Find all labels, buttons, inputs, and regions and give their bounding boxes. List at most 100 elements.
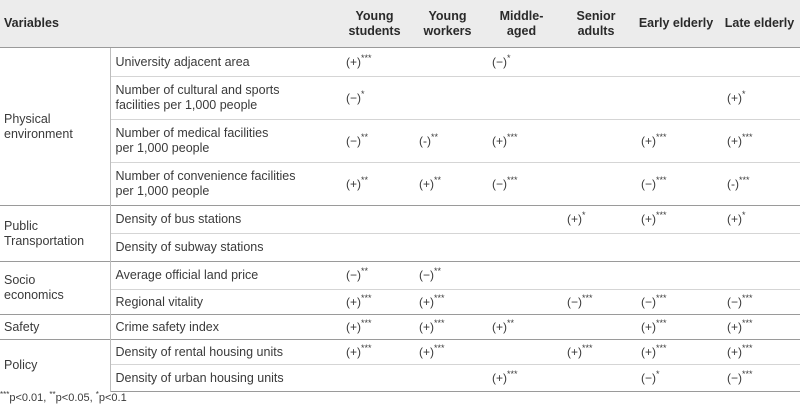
significance-stars: *** xyxy=(656,131,667,142)
variable-name: Density of subway stations xyxy=(110,233,338,262)
coefficient-cell xyxy=(411,205,484,234)
coefficient-sign: (+) xyxy=(346,344,361,359)
table-row: Density of urban housing units (+)*** (−)*… xyxy=(0,364,800,392)
significance-stars: ** xyxy=(434,174,442,185)
coefficient-cell: (−)*** xyxy=(719,289,800,315)
coefficient-sign: (+) xyxy=(346,294,361,309)
category-socio-economics: Socio economics xyxy=(0,261,111,315)
variable-name: Crime safety index xyxy=(110,314,338,340)
coefficient-cell: (−)* xyxy=(338,76,411,120)
coefficient-cell xyxy=(633,233,719,262)
coefficient-sign: (−) xyxy=(727,370,742,385)
significance-stars: *** xyxy=(361,342,372,353)
coefficient-sign: (-) xyxy=(419,133,431,148)
significance-stars: ** xyxy=(361,174,369,185)
coefficient-sign: (−) xyxy=(641,176,656,191)
coefficient-sign: (+) xyxy=(492,319,507,334)
significance-stars: * xyxy=(656,368,660,379)
coefficient-sign: (+) xyxy=(727,212,742,226)
coefficient-sign: (+) xyxy=(641,319,656,334)
coefficient-cell xyxy=(559,364,633,392)
significance-stars: * xyxy=(361,88,365,99)
table-row: Public Transportation Density of bus stat… xyxy=(0,205,800,262)
coefficient-sign: (+) xyxy=(492,370,507,385)
significance-stars: * xyxy=(507,52,511,63)
coefficient-cell: (+)*** xyxy=(484,364,559,392)
coefficient-sign: (−) xyxy=(492,176,507,191)
significance-stars: *** xyxy=(742,131,753,142)
significance-stars: ** xyxy=(361,266,369,276)
category-physical-environment: Physical environment xyxy=(0,47,111,206)
coefficient-cell: (+)*** xyxy=(338,339,411,365)
significance-stars: *** xyxy=(434,342,445,353)
coefficient-cell: (+)*** xyxy=(338,48,411,77)
significance-stars: ** xyxy=(361,131,369,142)
significance-stars: *** xyxy=(656,317,667,328)
significance-stars: *** xyxy=(582,292,593,303)
significance-stars: *** xyxy=(434,292,445,303)
coefficient-cell xyxy=(338,364,411,392)
note-stars: ** xyxy=(49,390,56,399)
significance-stars: *** xyxy=(742,292,753,303)
coefficient-cell xyxy=(559,233,633,262)
coefficient-sign: (−) xyxy=(727,294,742,309)
table-row: Physical environment University adjacent … xyxy=(0,47,800,206)
coefficient-sign: (−) xyxy=(346,268,361,282)
coefficient-sign: (+) xyxy=(346,54,361,69)
coefficient-sign: (+) xyxy=(492,133,507,148)
coefficient-sign: (+) xyxy=(567,344,582,359)
coefficient-cell xyxy=(559,76,633,120)
coefficient-cell: (−)*** xyxy=(633,289,719,315)
significance-note: ***p<0.01, **p<0.05, *p<0.1 xyxy=(0,391,127,405)
coefficient-cell: (+)*** xyxy=(633,339,719,365)
significance-stars: * xyxy=(582,210,586,220)
significance-stars: ** xyxy=(507,317,515,328)
category-safety: Safety xyxy=(0,314,111,340)
coefficient-sign: (−) xyxy=(641,370,656,385)
coefficient-cell: (+)*** xyxy=(633,205,719,234)
variable-name: Number of cultural and sports facilities … xyxy=(110,76,338,120)
header-young-students: Young students xyxy=(338,0,411,48)
coefficient-cell xyxy=(484,339,559,365)
coefficient-sign: (+) xyxy=(727,90,742,105)
coefficient-cell xyxy=(484,289,559,315)
note-text: p<0.01, xyxy=(9,392,50,404)
coefficient-cell: (+)* xyxy=(719,205,800,234)
header-young-workers: Young workers xyxy=(411,0,484,48)
coefficient-cell: (+)*** xyxy=(719,119,800,163)
coefficient-sign: (−) xyxy=(492,54,507,69)
coefficient-cell xyxy=(719,261,800,290)
coefficient-cell: (−)** xyxy=(338,261,411,290)
coefficient-sign: (+) xyxy=(419,294,434,309)
coefficient-cell xyxy=(559,48,633,77)
category-policy: Policy xyxy=(0,339,111,392)
table-row: Number of medical facilities per 1,000 pe… xyxy=(0,119,800,163)
coefficient-cell: (-)** xyxy=(411,119,484,163)
coefficient-cell xyxy=(633,261,719,290)
coefficient-sign: (−) xyxy=(346,133,361,148)
header-late-elderly: Late elderly xyxy=(719,0,800,48)
coefficient-cell: (−)* xyxy=(484,48,559,77)
coefficient-cell xyxy=(559,314,633,340)
significance-stars: * xyxy=(742,210,746,220)
coefficient-cell: (+)** xyxy=(484,314,559,340)
coefficient-cell: (+)* xyxy=(559,205,633,234)
coefficient-sign: (+) xyxy=(419,176,434,191)
variable-name: Average official land price xyxy=(110,261,338,290)
significance-stars: ** xyxy=(434,266,442,276)
variable-name: Density of urban housing units xyxy=(110,364,338,392)
significance-stars: *** xyxy=(507,174,518,185)
coefficient-sign: (+) xyxy=(419,344,434,359)
coefficient-cell: (−)** xyxy=(411,261,484,290)
coefficient-cell xyxy=(719,233,800,262)
table-row: Number of cultural and sports facilities … xyxy=(0,76,800,120)
coefficient-cell xyxy=(719,48,800,77)
table-row: Safety Crime safety index (+)*** (+)*** (+)… xyxy=(0,314,800,340)
coefficient-cell: (+)*** xyxy=(411,339,484,365)
coefficient-cell xyxy=(559,261,633,290)
variable-name: Density of bus stations xyxy=(110,205,338,234)
coefficient-cell: (+)*** xyxy=(411,314,484,340)
coefficient-cell: (−)*** xyxy=(484,162,559,206)
coefficient-cell: (+)*** xyxy=(633,314,719,340)
